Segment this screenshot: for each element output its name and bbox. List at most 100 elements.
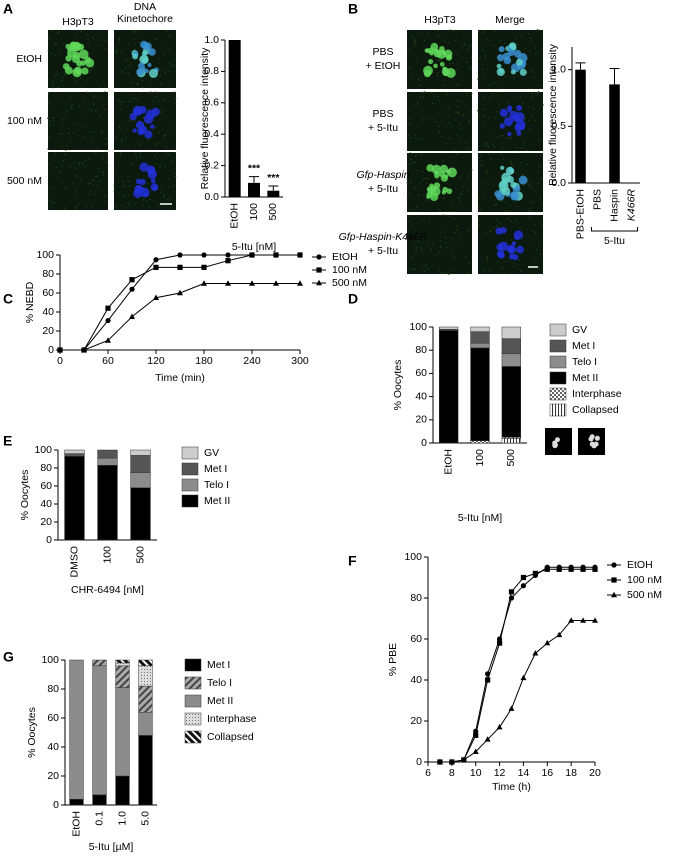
noise <box>410 232 413 235</box>
noise <box>455 159 457 162</box>
marker <box>460 756 467 763</box>
noise <box>468 262 470 265</box>
noise <box>457 30 460 32</box>
noise <box>531 95 534 98</box>
noise <box>487 96 490 99</box>
chromosome <box>500 165 505 170</box>
bar-segment <box>97 457 118 466</box>
noise <box>139 155 142 157</box>
noise <box>61 133 64 135</box>
noise <box>448 62 451 65</box>
noise <box>443 197 446 200</box>
noise <box>73 161 76 164</box>
noise <box>415 60 418 62</box>
noise <box>504 200 506 203</box>
noise <box>423 91 426 93</box>
chromosome <box>147 169 158 180</box>
micrograph <box>478 215 543 274</box>
marker <box>611 591 617 598</box>
noise <box>408 192 411 195</box>
marker <box>129 277 135 283</box>
noise <box>59 133 61 136</box>
noise <box>54 152 57 154</box>
noise <box>100 44 103 47</box>
noise <box>437 59 439 61</box>
chromosome <box>445 169 452 175</box>
noise <box>490 137 492 139</box>
noise <box>139 143 142 146</box>
noise <box>408 66 411 69</box>
noise <box>60 171 63 174</box>
noise <box>64 187 67 189</box>
noise <box>453 148 456 151</box>
noise <box>484 55 487 57</box>
noise <box>541 48 543 51</box>
noise <box>119 103 121 106</box>
column-label: Kinetochore <box>117 13 173 25</box>
noise <box>85 205 88 208</box>
x-tick-label: K466R <box>625 189 637 222</box>
y-tick-label: 0.8 <box>204 65 219 77</box>
noise <box>484 54 487 56</box>
noise <box>519 96 521 99</box>
noise <box>481 68 483 71</box>
noise <box>162 70 164 72</box>
noise <box>142 116 144 119</box>
noise <box>118 37 121 40</box>
noise <box>413 45 416 47</box>
noise <box>530 40 532 43</box>
noise <box>486 255 489 258</box>
bar-segment <box>130 472 151 489</box>
legend-label: Met II <box>207 695 233 707</box>
noise <box>94 131 96 133</box>
noise <box>534 231 537 234</box>
chromosome <box>518 175 528 185</box>
noise <box>435 162 438 165</box>
chromosome <box>501 172 511 183</box>
noise <box>504 166 507 169</box>
micrograph-bg <box>48 92 108 150</box>
chromosome <box>439 61 445 67</box>
marker <box>592 566 598 572</box>
noise <box>520 35 522 38</box>
marker <box>532 570 538 576</box>
legend-label: Met I <box>572 340 595 352</box>
noise <box>459 175 462 178</box>
bar-segment <box>64 456 85 541</box>
noise <box>96 175 99 178</box>
noise <box>113 184 116 187</box>
noise <box>89 131 92 134</box>
inset-image <box>578 428 605 455</box>
noise <box>411 35 413 38</box>
noise <box>539 221 541 224</box>
noise <box>442 250 444 252</box>
noise <box>410 158 412 161</box>
noise <box>509 204 511 206</box>
noise <box>447 107 450 110</box>
noise <box>172 59 175 61</box>
noise <box>467 189 470 191</box>
noise <box>53 201 55 204</box>
y-tick-label: 20 <box>42 325 54 337</box>
bar-segment <box>501 438 521 444</box>
noise <box>124 207 127 209</box>
y-tick-label: 80 <box>410 592 422 604</box>
noise <box>533 143 536 145</box>
noise <box>413 268 415 271</box>
noise <box>409 152 412 154</box>
noise <box>48 136 50 139</box>
noise <box>458 61 460 64</box>
noise <box>147 138 150 141</box>
micrograph-bg <box>407 215 472 274</box>
noise <box>453 217 455 220</box>
marker <box>436 758 443 765</box>
y-tick-label: 40 <box>47 741 59 753</box>
x-tick-label: 60 <box>102 355 114 367</box>
y-tick-label: 60 <box>415 367 427 379</box>
bar-segment <box>92 659 107 667</box>
noise <box>60 124 63 126</box>
marker <box>316 267 322 273</box>
noise <box>427 244 429 247</box>
marker <box>520 674 527 681</box>
noise <box>442 111 445 114</box>
